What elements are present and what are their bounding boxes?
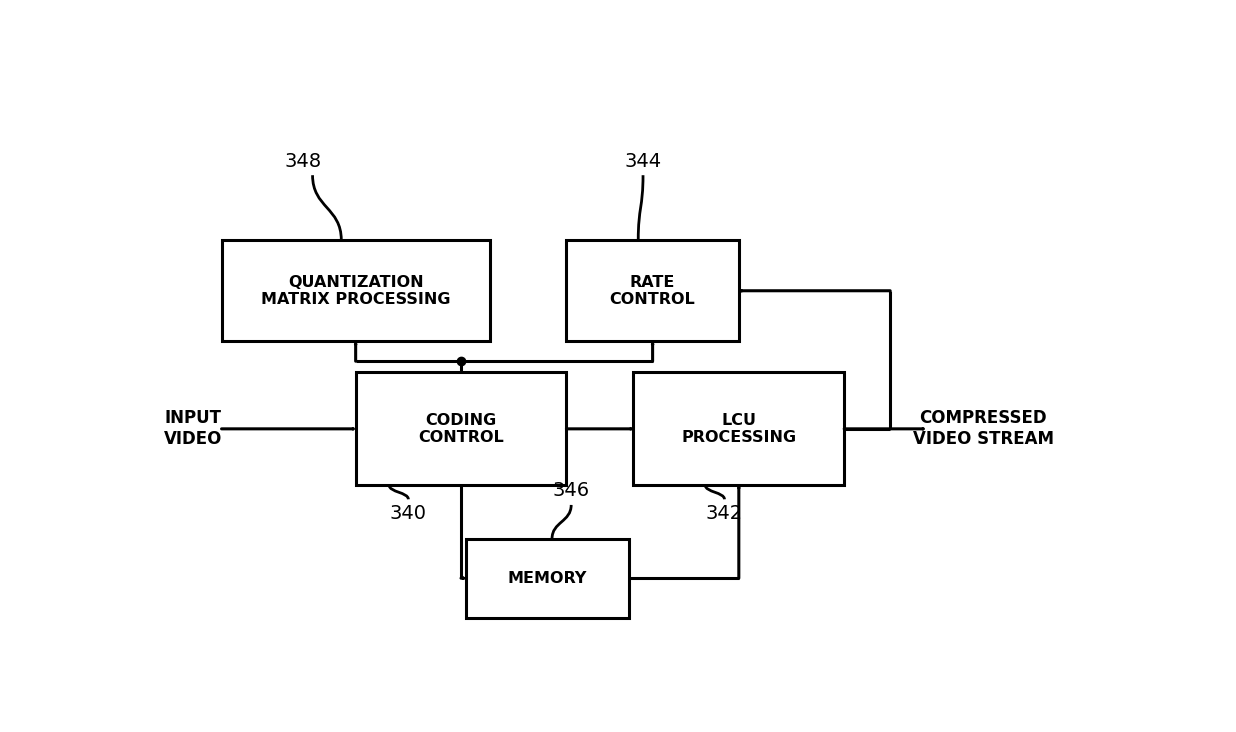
Bar (466, 539, 629, 618)
Text: 340: 340 (389, 504, 426, 523)
Text: MEMORY: MEMORY (508, 571, 587, 586)
Bar (356, 373, 566, 485)
Bar (221, 240, 489, 341)
Text: COMPRESSED
VIDEO STREAM: COMPRESSED VIDEO STREAM (912, 409, 1053, 448)
Text: 346: 346 (552, 482, 590, 501)
Text: 348: 348 (284, 152, 321, 171)
Text: INPUT
VIDEO: INPUT VIDEO (163, 409, 222, 448)
Bar (566, 240, 739, 341)
Text: 344: 344 (624, 152, 661, 171)
Text: RATE
CONTROL: RATE CONTROL (609, 274, 696, 307)
Bar (634, 373, 844, 485)
Text: QUANTIZATION
MATRIX PROCESSING: QUANTIZATION MATRIX PROCESSING (261, 274, 450, 307)
Text: LCU
PROCESSING: LCU PROCESSING (681, 413, 796, 445)
Text: CODING
CONTROL: CODING CONTROL (418, 413, 504, 445)
Text: 342: 342 (706, 504, 743, 523)
